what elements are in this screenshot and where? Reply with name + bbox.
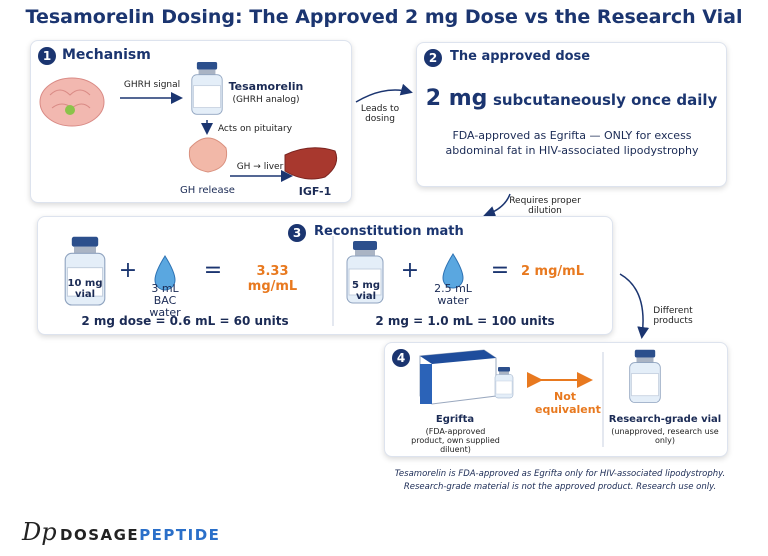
- brand-name: DOSAGEPEPTIDE: [60, 526, 220, 544]
- brand-blue: PEPTIDE: [139, 526, 221, 544]
- badge: 4: [392, 349, 410, 367]
- operator: +: [400, 258, 420, 283]
- operator: +: [118, 258, 138, 283]
- label: GH → liver: [236, 162, 284, 172]
- vial-label: 10 mg vial: [67, 278, 103, 300]
- vial-label: 5 mg vial: [351, 280, 381, 302]
- label: Acts on pituitary: [217, 124, 293, 134]
- badge: 2: [424, 49, 442, 67]
- panel-math: [37, 216, 613, 335]
- dose-line: 2 mg subcutaneously once daily: [416, 86, 727, 111]
- heading: Reconstitution math: [314, 224, 464, 239]
- panel-dose: [416, 42, 727, 187]
- connector-arrow: [483, 193, 511, 218]
- operator: =: [203, 258, 223, 283]
- label: Tesamorelin: [228, 80, 304, 93]
- badge: 1: [38, 47, 56, 65]
- not-equivalent: Not equivalent: [535, 390, 601, 416]
- badge: 3: [288, 224, 306, 242]
- label: IGF-1: [298, 185, 332, 198]
- brand-mark: Dp: [22, 518, 57, 546]
- footnote-line: Tesamorelin is FDA-approved as Egrifta o…: [394, 469, 726, 479]
- title: Tesamorelin Dosing: The Approved 2 mg Do…: [25, 6, 743, 28]
- footnote-line: Research-grade material is not the appro…: [403, 482, 717, 492]
- label: (GHRH analog): [232, 95, 300, 105]
- connector-arrow: [619, 273, 650, 339]
- connector-label: Requires proper dilution: [509, 196, 581, 216]
- compare-icons: [419, 349, 661, 447]
- product-title: Egrifta: [435, 414, 475, 425]
- product-title: Research-grade vial: [608, 414, 722, 425]
- footnote: Tesamorelin is FDA-approved as Egrifta o…: [370, 468, 750, 494]
- heading: The approved dose: [450, 49, 591, 64]
- label: GHRH signal: [123, 80, 181, 90]
- heading: Mechanism: [62, 47, 151, 63]
- mechanism-icons: [39, 62, 338, 182]
- dose: 2 mg: [425, 86, 488, 111]
- math-icons: [64, 236, 464, 326]
- brand-dark: DOSAGE: [60, 526, 140, 544]
- dose-calc: 2 mg dose = 0.6 mL = 60 units: [81, 314, 289, 328]
- operator: =: [490, 258, 510, 283]
- result: 2 mg/mL: [520, 264, 584, 279]
- dose-calc: 2 mg = 1.0 mL = 100 units: [375, 314, 555, 328]
- product-note: (unapproved, research use only): [611, 427, 719, 445]
- product-note: (FDA-approved product, own supplied dilu…: [411, 427, 500, 454]
- diluent: 3 mL BAC water: [149, 282, 181, 319]
- connector-arrow: [355, 83, 413, 103]
- diluent: 2.5 mL water: [434, 282, 472, 307]
- note: FDA-approved as Egrifta — ONLY for exces…: [445, 129, 699, 157]
- result: 3.33 mg/mL: [247, 264, 298, 294]
- connector-label: Different products: [653, 306, 693, 326]
- label: GH release: [180, 185, 235, 196]
- dose-text: subcutaneously once daily: [492, 91, 718, 109]
- connector-label: Leads to dosing: [360, 104, 400, 124]
